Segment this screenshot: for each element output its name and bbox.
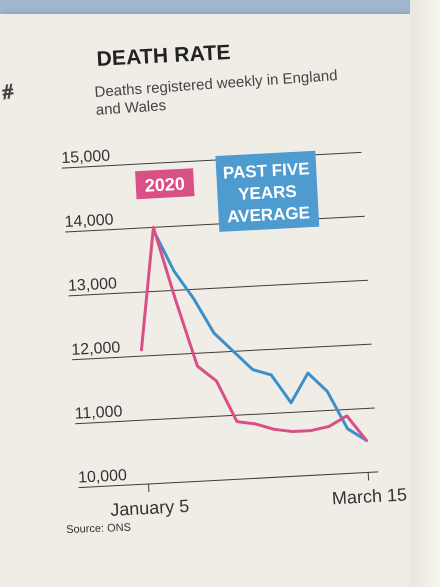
legend-average-badge — [215, 150, 320, 232]
legend: 2020 PAST FIVE YEARS AVERAGE — [135, 150, 320, 232]
series-lines — [139, 225, 369, 442]
y-tick-label: 10,000 — [78, 467, 128, 487]
legend-average-label-line1: PAST FIVE — [223, 159, 310, 183]
x-tick-label: January 5 — [110, 496, 190, 520]
y-tick-label: 13,000 — [68, 275, 118, 295]
series-line — [139, 225, 369, 442]
x-tick-label: March 15 — [331, 484, 407, 508]
legend-2020-badge — [135, 168, 195, 200]
x-axis: January 5 March 15 — [110, 472, 407, 520]
y-tick-label: 12,000 — [71, 339, 121, 359]
adjacent-page-edge — [410, 0, 440, 587]
y-axis-labels: 10,000 11,000 12,000 13,000 14,000 15,000 — [61, 148, 128, 487]
legend-2020-label: 2020 — [144, 174, 185, 196]
y-tick-label: 15,000 — [61, 148, 111, 168]
newspaper-page — [0, 14, 410, 587]
gridline — [68, 279, 369, 297]
legend-average-label-line2: YEARS — [238, 182, 297, 204]
legend-average-label-line3: AVERAGE — [227, 203, 311, 226]
source-note: Source: ONS — [66, 521, 132, 536]
gridline — [78, 471, 379, 489]
y-tick-label: 14,000 — [64, 211, 114, 231]
series-line — [152, 229, 369, 442]
gridline — [71, 343, 372, 361]
y-tick-label: 11,000 — [74, 403, 123, 422]
gridline — [75, 407, 375, 425]
